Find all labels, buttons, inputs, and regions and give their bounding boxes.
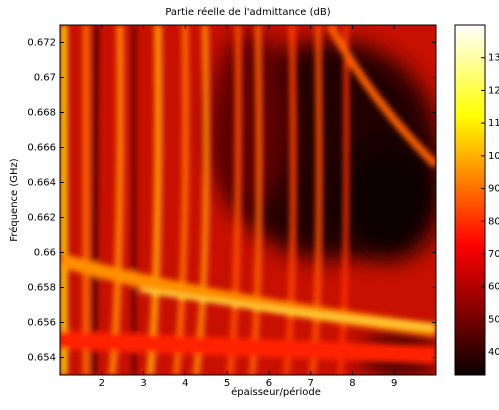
x-tick-label: 7 [307, 378, 313, 389]
colorbar-tick-label: 120 [488, 85, 499, 96]
y-tick-label: 0.67 [34, 73, 56, 84]
colorbar-tick-label: 40 [488, 347, 499, 358]
colorbar-tick-label: 50 [488, 314, 499, 325]
x-tick-label: 8 [349, 378, 355, 389]
colorbar-tick-label: 60 [488, 282, 499, 293]
colorbar [455, 25, 485, 375]
x-tick-label: 3 [140, 378, 146, 389]
x-axis-label: épaisseur/période [231, 386, 321, 398]
x-tick-label: 5 [224, 378, 230, 389]
heatmap [60, 25, 436, 375]
y-tick-label: 0.656 [27, 318, 56, 329]
x-tick-label: 4 [182, 378, 188, 389]
x-tick-label: 9 [391, 378, 397, 389]
y-axis-label: Fréquence (GHz) [8, 158, 20, 241]
x-tick-label: 2 [99, 378, 105, 389]
colorbar-tick-label: 130 [488, 53, 499, 64]
colorbar-tick-label: 90 [488, 184, 499, 195]
y-tick-label: 0.654 [27, 353, 56, 364]
y-tick-label: 0.658 [27, 283, 56, 294]
y-tick-label: 0.66 [34, 248, 56, 259]
colorbar-frame [454, 24, 486, 376]
y-tick-label: 0.666 [27, 143, 56, 154]
colorbar-tick-label: 110 [488, 118, 499, 129]
y-tick-label: 0.664 [27, 178, 56, 189]
y-tick-label: 0.662 [27, 213, 56, 224]
colorbar-tick-label: 100 [488, 151, 499, 162]
y-tick-label: 0.668 [27, 108, 56, 119]
colorbar-tick-label: 70 [488, 249, 499, 260]
colorbar-tick-label: 80 [488, 216, 499, 227]
y-tick-label: 0.672 [27, 38, 56, 49]
x-tick-label: 6 [266, 378, 272, 389]
chart-title: Partie réelle de l'admittance (dB) [165, 6, 330, 18]
plot-frame [59, 24, 437, 376]
